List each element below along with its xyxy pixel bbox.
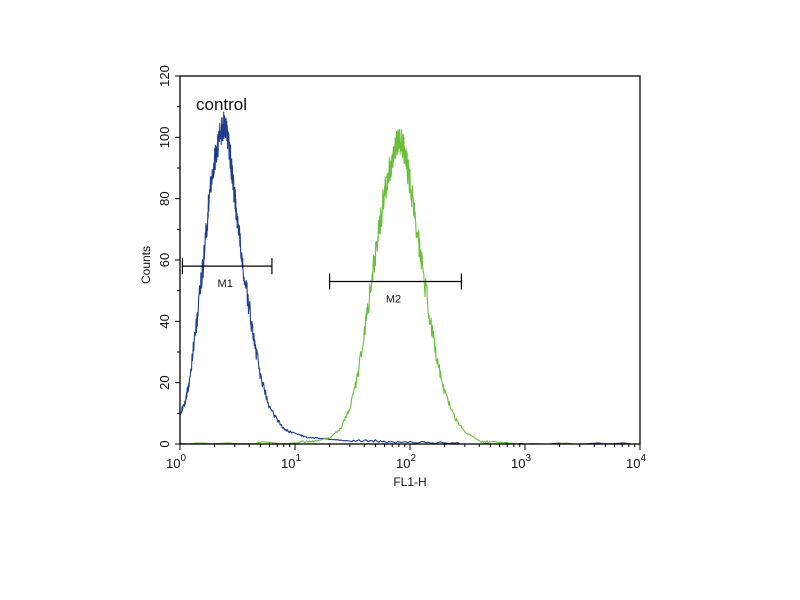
- y-tick-label: 80: [157, 191, 172, 205]
- x-axis-label: FL1-H: [393, 475, 426, 489]
- x-tick-label: 103: [511, 453, 531, 471]
- y-tick-label: 100: [157, 126, 172, 148]
- plot-area: M1 M2: [179, 111, 640, 445]
- axes: 0 20 40 60 80 100 120 100 101 102 103 104: [157, 65, 646, 471]
- y-tick-label: 0: [157, 440, 172, 447]
- y-tick-label: 40: [157, 314, 172, 328]
- x-tick-label: 104: [626, 453, 646, 471]
- y-tick-label: 120: [157, 65, 172, 87]
- x-tick-label: 101: [281, 453, 301, 471]
- y-axis-label: Counts: [139, 246, 153, 284]
- series-2-line: [179, 129, 640, 445]
- x-tick-label: 100: [166, 453, 186, 471]
- y-tick-label: 60: [157, 253, 172, 267]
- y-tick-label: 20: [157, 375, 172, 389]
- series-1-line: [179, 111, 640, 445]
- marker-1-label: M1: [218, 278, 233, 290]
- marker-2-label: M2: [386, 293, 401, 305]
- x-tick-label: 102: [396, 453, 416, 471]
- annotation-control: control: [196, 95, 247, 114]
